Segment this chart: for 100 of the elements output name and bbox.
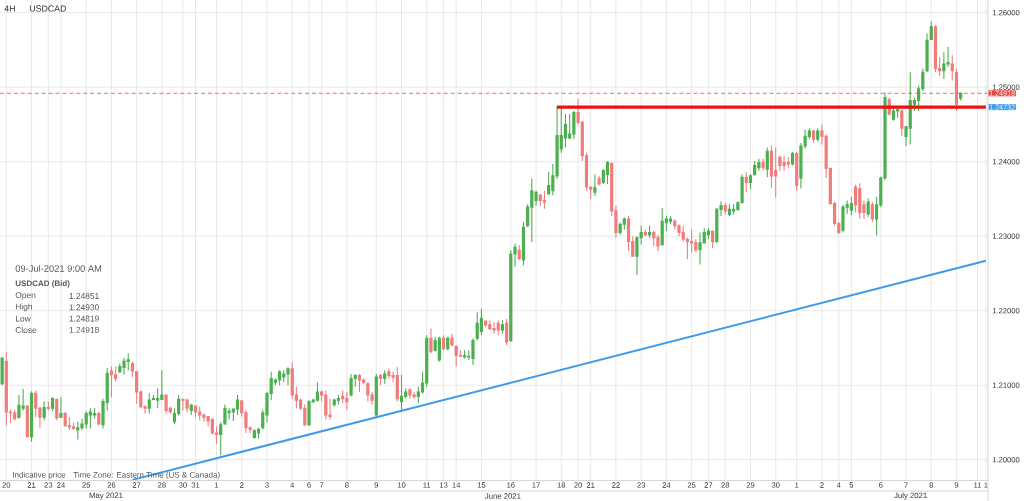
candlestick [563,113,568,149]
candlestick [429,328,433,354]
candlestick [891,106,895,122]
candlestick [345,391,349,411]
annotation: 1.24851 [69,293,99,299]
candlestick [147,392,151,415]
candlestick [227,407,231,421]
candlestick [189,403,193,416]
candlestick [193,404,198,418]
candlestick [0,356,4,386]
candlestick [866,197,870,218]
annotation: 09-Jul-2021 9:00 AM [15,264,102,272]
candlestick [387,368,391,380]
annotation: 1.24918 [69,326,99,333]
candlestick [109,366,114,398]
annotation: High [15,303,32,312]
candlestick [282,369,286,383]
candlestick [76,421,80,441]
annotation: Indicative price [13,471,66,480]
candlestick [164,393,168,415]
chart-title: USDCAD [29,5,67,12]
annotation: Low [15,315,31,322]
candlestick [517,244,521,261]
candlestick [488,319,492,331]
annotation: Open [15,292,36,300]
candlestick [500,319,505,335]
candlestick [46,401,50,412]
candlestick [496,319,500,336]
candlestick [652,230,656,247]
candlestick [774,146,778,198]
candlestick [698,231,702,266]
candlestick [605,160,610,185]
candlestick [408,387,412,400]
candlestick [88,407,92,429]
candlestick [378,373,383,386]
candlestick [732,203,736,216]
candlestick [256,427,261,440]
candlestick [492,321,496,335]
candlestick [412,391,416,400]
candlestick [252,428,256,440]
candlestick [727,203,732,217]
chart-subtitle: 4H [4,5,15,12]
annotation: 1.24819 [69,315,99,322]
candlestick [50,396,55,412]
candlestick [542,190,547,210]
candlestick [782,155,786,172]
candlestick [462,349,467,359]
candlestick [71,421,76,431]
candlestick [198,406,202,421]
candlestick [324,389,328,421]
candlestick [42,401,46,421]
candlestick [59,396,63,419]
annotation: USDCAD (Bid) [15,280,70,288]
candlestick [530,178,534,243]
candlestick [315,381,320,403]
candlestick [849,196,853,216]
candlestick [896,106,900,119]
candlestick [63,411,67,428]
candlestick [383,369,387,385]
candlestick [484,319,488,328]
candlestick [332,398,336,408]
candlestick [366,381,370,403]
candlestick [748,173,753,190]
candlestick [307,399,311,427]
candlestick [647,225,652,239]
candlestick [900,108,904,137]
candlestick [723,202,727,216]
candlestick [706,227,711,240]
annotation: 1.24930 [69,304,99,311]
candlestick [925,32,929,73]
candlestick [185,398,189,413]
candlestick [870,201,874,223]
candlestick [357,373,362,393]
candlestick [349,373,353,397]
candlestick [942,51,946,80]
candlestick [778,155,782,172]
candlestick [572,110,576,140]
candlestick [908,71,912,146]
candlestick [618,222,622,236]
candlestick [660,207,664,247]
candlestick [711,230,715,249]
candlestick [278,369,282,386]
candlestick [811,129,816,144]
candlestick [122,357,126,376]
candlestick [97,411,101,426]
candlestick [454,344,458,368]
candlestick [841,204,845,234]
candlestick [744,171,748,193]
candlestick [538,193,542,207]
candlestick [622,217,626,231]
candlestick [450,333,454,348]
annotation: Close [15,326,37,333]
candlestick [597,175,601,187]
candlestick [84,410,88,429]
candlestick [753,160,757,177]
candlestick [643,228,647,237]
candlestick [181,398,185,412]
candlestick [950,54,954,82]
candlestick [399,374,404,411]
candlestick [786,156,790,169]
